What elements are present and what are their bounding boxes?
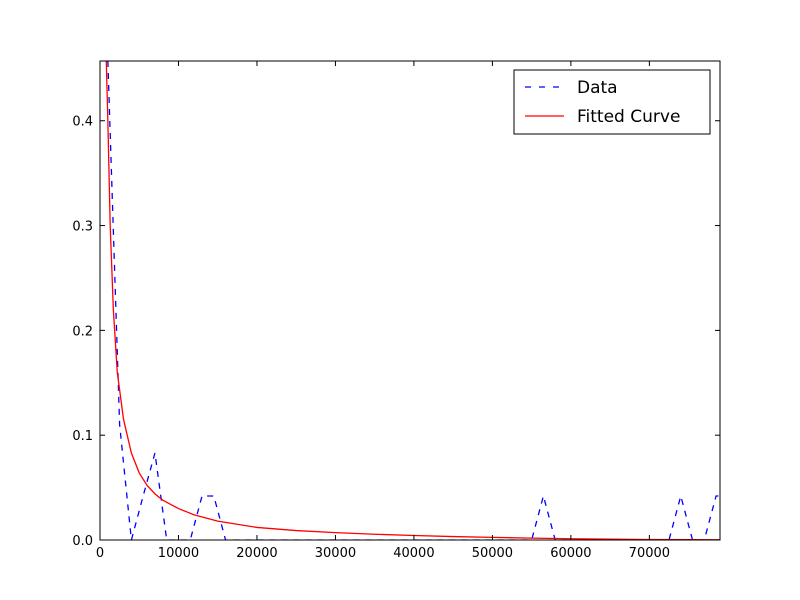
plot-frame [99, 60, 721, 541]
x-tick-label: 50000 [472, 546, 513, 561]
plot-area [105, 61, 720, 540]
y-tick-label: 0.1 [72, 429, 93, 444]
y-tick-label: 0.3 [72, 220, 93, 235]
x-tick-label: 30000 [315, 546, 356, 561]
y-tick-label: 0.2 [72, 324, 93, 339]
x-tick-label: 60000 [550, 546, 591, 561]
axes: 0 10000 20000 30000 40000 50000 60000 70000 0.0 0… [72, 60, 721, 561]
legend-label: Fitted Curve [577, 107, 680, 127]
x-tick-label: 0 [96, 546, 104, 561]
x-tick-label: 70000 [629, 546, 670, 561]
legend: Data Fitted Curve [513, 69, 711, 135]
x-tick-label: 10000 [158, 546, 199, 561]
series-line-fitted-curve [105, 61, 720, 540]
y-tick-label: 0.4 [72, 115, 93, 130]
x-tick-label: 40000 [393, 546, 434, 561]
x-tick-label: 20000 [236, 546, 277, 561]
y-tick-label: 0.0 [72, 534, 93, 549]
legend-box [513, 69, 711, 135]
legend-label: Data [577, 78, 618, 98]
